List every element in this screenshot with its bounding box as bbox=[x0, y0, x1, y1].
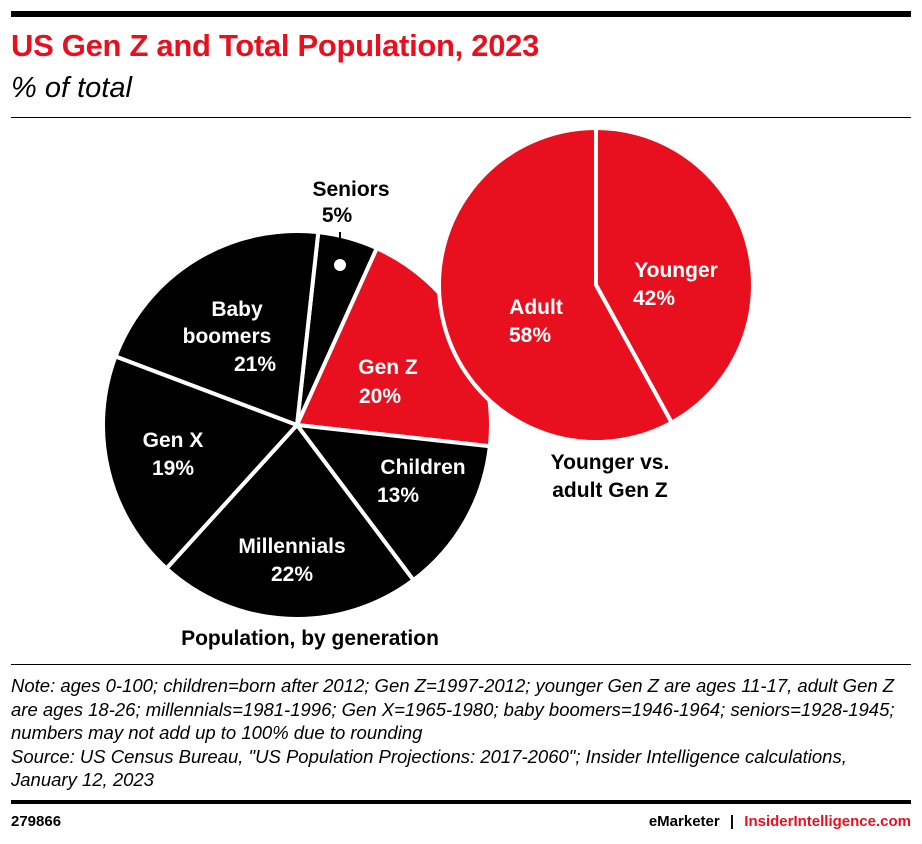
label-millennials: Millennials bbox=[238, 535, 345, 558]
value-adult: 58% bbox=[509, 324, 551, 347]
brand-separator: | bbox=[729, 813, 735, 830]
chart-id: 279866 bbox=[11, 813, 62, 830]
label-younger: Younger bbox=[634, 259, 718, 282]
pie-generation bbox=[101, 229, 493, 621]
label-baby-1: Baby bbox=[211, 298, 263, 321]
pie2-title-2: adult Gen Z bbox=[552, 479, 668, 502]
note-text: Note: ages 0-100; children=born after 20… bbox=[11, 675, 895, 743]
brand-emarketer: eMarketer bbox=[648, 813, 720, 830]
label-adult: Adult bbox=[509, 296, 563, 319]
slice-children bbox=[295, 423, 492, 583]
slice-younger bbox=[594, 126, 755, 425]
pie1-title: Population, by generation bbox=[181, 627, 439, 650]
slice-millennials bbox=[164, 423, 416, 621]
label-seniors: Seniors bbox=[312, 178, 389, 201]
slice-adult bbox=[437, 126, 674, 444]
value-millennials: 22% bbox=[271, 563, 313, 586]
value-younger: 42% bbox=[633, 287, 675, 310]
divider bbox=[11, 117, 911, 118]
top-bar bbox=[11, 11, 911, 17]
source-text: Source: US Census Bureau, "US Population… bbox=[11, 745, 847, 791]
chart-title: US Gen Z and Total Population, 2023 bbox=[11, 28, 540, 63]
value-seniors: 5% bbox=[322, 204, 353, 227]
value-genz: 20% bbox=[359, 385, 401, 408]
pie2-title-1: Younger vs. bbox=[551, 451, 670, 474]
footnote: Note: ages 0-100; children=born after 20… bbox=[11, 674, 916, 792]
brand: eMarketer | InsiderIntelligence.com bbox=[649, 813, 911, 830]
slice-gen-x bbox=[101, 354, 299, 571]
value-baby: 21% bbox=[234, 353, 276, 376]
bottom-bar bbox=[11, 800, 911, 804]
value-children: 13% bbox=[377, 484, 419, 507]
label-genx: Gen X bbox=[143, 429, 204, 452]
label-baby-2: boomers bbox=[183, 325, 272, 348]
divider bbox=[11, 664, 911, 665]
chart-subtitle: % of total bbox=[11, 72, 132, 104]
slice-baby-boomers bbox=[113, 229, 321, 427]
value-genx: 19% bbox=[152, 457, 194, 480]
seniors-leader-dot bbox=[334, 259, 346, 271]
pie-genz bbox=[437, 126, 755, 444]
label-children: Children bbox=[380, 456, 465, 479]
label-genz: Gen Z bbox=[358, 356, 418, 379]
brand-insider: InsiderIntelligence.com bbox=[744, 813, 911, 830]
